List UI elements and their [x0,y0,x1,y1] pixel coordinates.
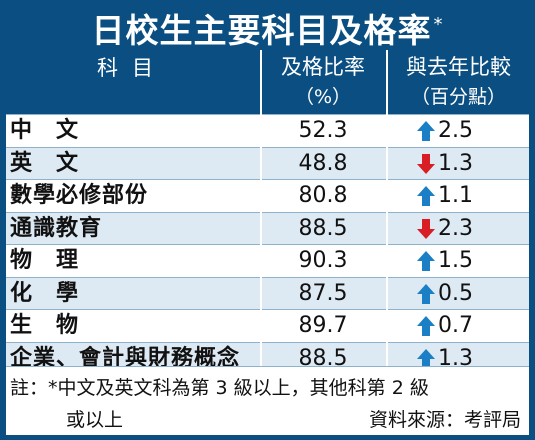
pass-rate-cell: 89.7 [298,313,348,338]
header-subject: 科目 [97,56,167,80]
table-row: 英 文 48.8 1.3 [6,146,529,179]
table-row: 中 文 52.3 2.5 [6,114,529,147]
header-change-unit: （百分點） [410,86,506,108]
header-pass-rate-label: 及格比率 [281,55,365,79]
arrow-up-icon [417,186,435,206]
change-cell: 0.5 [416,278,529,309]
change-cell: 0.7 [416,310,529,341]
change-cell: 1.5 [416,245,529,276]
table-row: 化 學 87.5 0.5 [6,276,529,309]
change-cell: 2.5 [416,115,529,146]
column-divider [386,50,388,366]
arrow-up-icon [417,283,435,304]
change-value: 1.5 [438,248,473,273]
subject-cell: 中 文 [10,118,80,143]
subject-cell: 英 文 [10,150,80,176]
footnote-area: 註：*中文及英文科為第 3 級以上，其他科第 2 級 或以上 資料來源：考評局 [6,366,529,435]
change-value: 0.7 [438,313,473,338]
table-body: 中 文 52.3 2.5 英 文 48.8 1.3 數學必修部份 80.8 1.1 通識教育 88.… [6,114,529,374]
header-change: 與去年比較 （百分點） [388,50,529,114]
header-pass-rate: 及格比率 （%） [262,50,384,114]
page-title: 日校生主要科目及格率 * [0,0,535,50]
header-change-label: 與去年比較 [406,55,511,79]
table-row: 生 物 89.7 0.7 [6,309,529,342]
pass-rate-cell: 48.8 [298,150,348,176]
subject-cell: 物 理 [10,248,80,273]
arrow-up-icon [417,121,435,141]
change-value: 1.3 [438,150,473,176]
subject-cell: 通識教育 [10,215,103,241]
subject-cell: 生 物 [10,313,80,338]
source-credit: 資料來源：考評局 [368,409,521,431]
table-row: 通識教育 88.5 2.3 [6,211,529,244]
change-value: 1.1 [438,183,473,208]
change-cell: 2.3 [416,213,529,244]
footnote-line-2: 或以上 [66,409,124,431]
pass-rate-cell: 88.5 [298,215,348,241]
arrow-up-icon [417,348,435,369]
table-header: 科目 及格比率 （%） 與去年比較 （百分點） [6,50,529,114]
arrow-down-icon [417,218,435,239]
title-asterisk: * [433,14,444,35]
pass-rate-cell: 52.3 [298,118,348,143]
footnote-line-1: 註：*中文及英文科為第 3 級以上，其他科第 2 級 [10,377,429,399]
header-pass-rate-unit: （%） [294,86,352,108]
table-row: 物 理 90.3 1.5 [6,244,529,277]
title-text: 日校生主要科目及格率 [91,11,432,50]
change-value: 2.5 [438,118,473,143]
subject-cell: 化 學 [10,280,80,306]
arrow-up-icon [417,251,435,271]
change-cell: 1.1 [416,180,529,211]
table-row: 數學必修部份 80.8 1.1 [6,179,529,212]
pass-rate-cell: 87.5 [298,280,348,306]
column-divider [260,50,262,366]
arrow-up-icon [417,316,435,336]
change-value: 0.5 [438,280,473,306]
subject-cell: 數學必修部份 [10,183,149,208]
arrow-down-icon [417,153,435,174]
pass-rate-cell: 90.3 [298,248,348,273]
change-value: 2.3 [438,215,473,241]
pass-rate-cell: 80.8 [298,183,348,208]
change-cell: 1.3 [416,148,529,179]
